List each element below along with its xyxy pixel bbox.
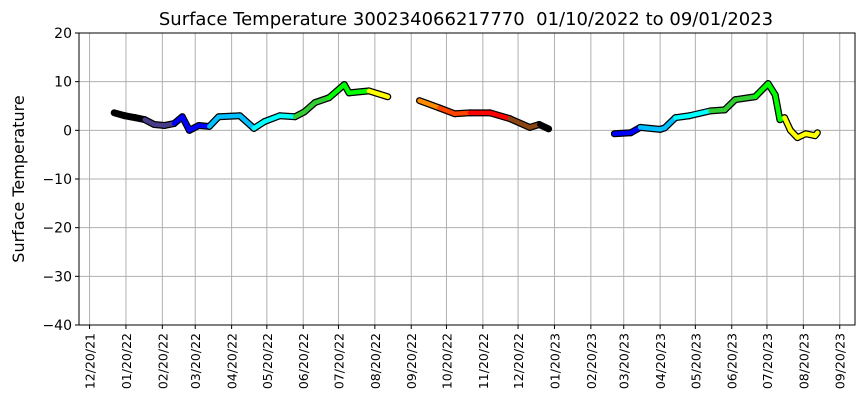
x-tick-label: 01/20/22 [119,333,134,389]
series-segment [735,97,755,100]
chart-title: Surface Temperature 300234066217770 01/1… [159,9,773,30]
x-tick-label: 02/20/23 [584,333,599,389]
x-tick-label: 02/20/22 [155,333,170,389]
series-segment [815,133,817,136]
series-segment [614,133,630,134]
x-tick-label: 07/20/23 [760,333,775,389]
x-tick-label: 01/20/23 [547,333,562,389]
x-tick-label: 12/20/21 [83,333,98,389]
x-tick-label: 08/20/23 [796,333,811,389]
series-segment [219,116,240,117]
x-tick-label: 06/20/23 [725,333,740,389]
y-tick-label: 20 [54,26,72,42]
y-tick-label: −20 [42,221,72,237]
x-tick-label: 04/20/23 [653,333,668,389]
series-segment [455,113,470,114]
y-tick-label: −10 [42,172,72,188]
x-tick-label: 06/20/22 [296,333,311,389]
axis-ticks: 20 10 0 −10 −20 −30 −40 12/20/21 01/20/22 02/20/2… [42,26,847,389]
x-tick-label: 07/20/22 [331,333,346,389]
x-tick-label: 03/20/22 [188,333,203,389]
y-tick-label: −30 [42,269,72,285]
series-segment [182,117,189,131]
y-tick-label: 0 [63,123,72,139]
series-segment [349,91,369,93]
x-tick-label: 09/20/22 [404,333,419,389]
x-tick-label: 05/20/22 [260,333,275,389]
x-tick-label: 05/20/23 [688,333,703,389]
y-tick-label: −40 [42,318,72,334]
series-segment [439,108,454,114]
series-segment [280,116,295,117]
x-tick-label: 04/20/22 [225,333,240,389]
x-tick-label: 03/20/23 [617,333,632,389]
x-tick-label: 11/20/22 [476,333,491,389]
x-tick-label: 09/20/23 [833,333,848,389]
y-axis-label: Surface Temperature [9,95,28,262]
series-segment [369,91,388,97]
y-tick-label: 10 [54,75,72,91]
series-segment [490,113,510,119]
x-tick-label: 10/20/22 [439,333,454,389]
series-segment [640,127,660,129]
data-series [114,84,817,138]
x-tick-label: 08/20/22 [368,333,383,389]
grid [79,33,855,325]
x-tick-label: 12/20/22 [511,333,526,389]
